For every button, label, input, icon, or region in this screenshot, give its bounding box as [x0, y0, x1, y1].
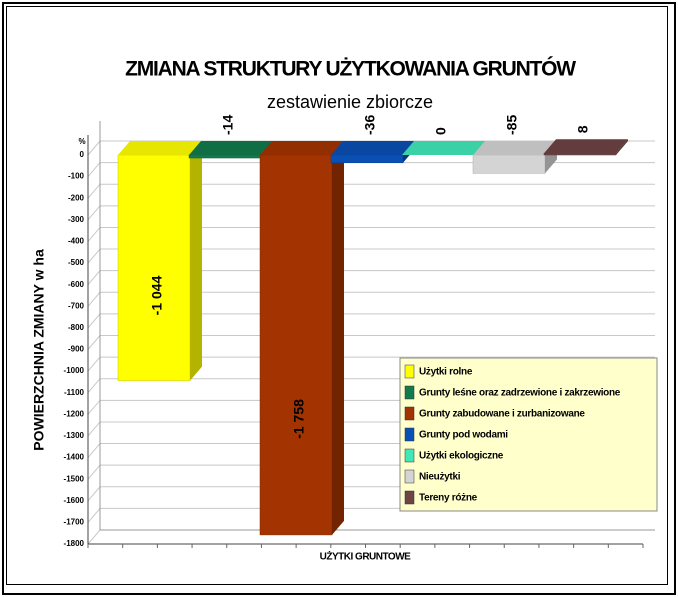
- y-tick-label: -1500: [64, 474, 85, 483]
- legend-swatch: [404, 364, 415, 379]
- grid-line: [87, 529, 655, 545]
- legend-swatch: [404, 490, 415, 505]
- bar: [330, 154, 404, 164]
- legend-label: Użytki ekologiczne: [419, 451, 504, 462]
- y-tick-label: -800: [68, 323, 85, 332]
- bar: [543, 153, 617, 156]
- y-tick-label: -1600: [64, 496, 85, 505]
- legend-label: Nieużytki: [419, 472, 461, 483]
- legend-box: [399, 357, 658, 512]
- bar-side: [616, 139, 628, 155]
- legend-label: Użytki rolne: [419, 367, 473, 378]
- y-unit: %: [78, 137, 85, 146]
- y-tick-label: -1800: [64, 539, 85, 548]
- chart-title: ZMIANA STRUKTURY UŻYTKOWANIA GRUNTÓW: [125, 57, 576, 81]
- bar-top: [544, 139, 628, 154]
- value-label: -85: [504, 115, 520, 135]
- bar: [188, 154, 262, 159]
- bar: [117, 154, 191, 381]
- y-tick-label: -900: [68, 345, 85, 354]
- value-label: -36: [362, 115, 378, 135]
- y-tick-label: -1000: [64, 366, 85, 375]
- y-tick-label: -1300: [64, 431, 85, 440]
- y-tick-label: -600: [68, 280, 85, 289]
- value-label: -1 044: [149, 275, 165, 315]
- value-label: 8: [575, 125, 591, 133]
- bar-side: [190, 141, 202, 381]
- y-tick-label: -200: [68, 193, 85, 202]
- y-tick-label: -1400: [64, 453, 85, 462]
- legend-swatch: [404, 406, 415, 421]
- legend-swatch: [404, 427, 415, 442]
- legend-swatch: [404, 469, 415, 484]
- y-tick-label: 0: [80, 150, 85, 159]
- value-label: -14: [220, 115, 236, 135]
- bar: [472, 154, 546, 174]
- y-tick-label: -1100: [64, 388, 85, 397]
- y-tick-label: -100: [68, 172, 85, 181]
- bar-top: [331, 141, 415, 155]
- y-tick-label: -1200: [64, 409, 85, 418]
- legend-label: Grunty leśne oraz zadrzewione i zakrzewi…: [419, 388, 621, 399]
- value-label: -1 758: [291, 399, 307, 439]
- y-tick-label: -500: [68, 258, 85, 267]
- y-axis-label: POWIERZCHNIA ZMIANY w ha: [31, 249, 47, 451]
- bar: [259, 154, 333, 536]
- value-label: 0: [433, 127, 449, 135]
- bar-top: [473, 141, 557, 155]
- y-tick-label: -300: [68, 215, 85, 224]
- bar-top: [402, 141, 486, 155]
- legend-label: Grunty pod wodami: [419, 430, 508, 441]
- y-tick-label: -1700: [64, 517, 85, 526]
- chart-subtitle: zestawienie zbiorcze: [267, 92, 433, 112]
- y-tick-label: -700: [68, 301, 85, 310]
- legend-label: Grunty zabudowane i zurbanizowane: [419, 409, 585, 420]
- bar-side: [332, 141, 344, 535]
- legend-swatch: [404, 448, 415, 463]
- x-axis-label: UŻYTKI GRUNTOWE: [320, 550, 411, 563]
- bar-top: [260, 141, 344, 155]
- y-tick-label: -400: [68, 237, 85, 246]
- legend-swatch: [404, 385, 415, 400]
- legend-label: Tereny różne: [419, 493, 478, 504]
- inner-frame: [6, 6, 668, 585]
- bar-top: [189, 141, 273, 155]
- bar-top: [118, 141, 202, 155]
